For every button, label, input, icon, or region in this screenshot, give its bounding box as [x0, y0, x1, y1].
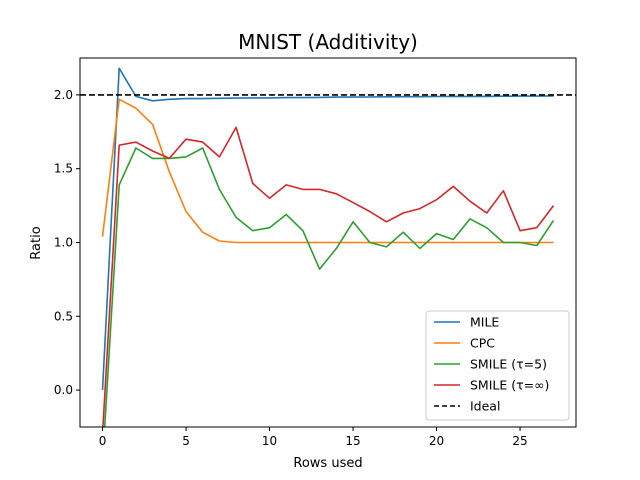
x-axis: 0 5 10 15 20 25: [99, 427, 528, 448]
y-tick-label: 1.0: [54, 236, 73, 250]
plot-frame: [79, 57, 577, 428]
y-tick-label: 1.5: [54, 162, 73, 176]
series-line-3: [102, 126, 555, 427]
y-tick-label: 0.5: [54, 309, 73, 323]
series-line-1: [101, 98, 554, 244]
x-axis-label: Rows used: [293, 456, 362, 471]
legend: MILE CPC SMILE (τ=5) SMILE (τ=∞) Ideal: [425, 310, 570, 421]
x-tick-label: 5: [182, 434, 190, 448]
series-line-2: [103, 147, 555, 427]
x-tick-label: 15: [345, 434, 360, 448]
chart-title: MNIST (Additivity): [238, 30, 418, 54]
x-tick-label: 10: [262, 434, 277, 448]
x-tick-label: 25: [512, 434, 527, 448]
y-tick-label: 2.0: [54, 88, 73, 102]
legend-label: CPC: [470, 336, 495, 351]
x-tick-label: 0: [99, 434, 107, 448]
legend-label: SMILE (τ=5): [470, 357, 547, 372]
y-axis-label: Ratio: [29, 226, 44, 259]
legend-box: [425, 310, 570, 421]
y-axis: 0.0 0.5 1.0 1.5 2.0: [54, 88, 80, 397]
legend-label: SMILE (τ=∞): [470, 378, 549, 393]
legend-label: Ideal: [470, 399, 500, 414]
x-tick-label: 20: [429, 434, 444, 448]
series-line-0: [101, 67, 554, 391]
legend-label: MILE: [470, 315, 499, 330]
y-tick-label: 0.0: [54, 383, 73, 397]
legend-items: MILE CPC SMILE (τ=5) SMILE (τ=∞) Ideal: [434, 315, 549, 414]
plot-lines: [80, 67, 576, 427]
